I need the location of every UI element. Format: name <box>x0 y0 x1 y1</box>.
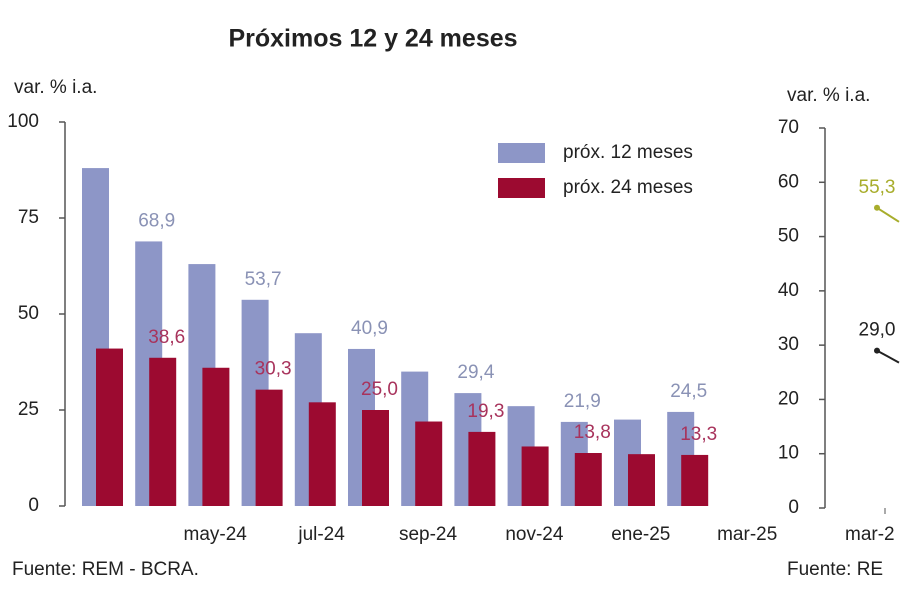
bar <box>574 453 602 506</box>
chart-title: Próximos 12 y 24 meses <box>228 25 517 53</box>
value-label: 40,9 <box>351 318 388 339</box>
x-tick-label: may-24 <box>184 524 248 545</box>
value-label: 55,3 <box>859 177 896 198</box>
y-tick-label: 0 <box>788 497 799 518</box>
value-label: 53,7 <box>245 269 282 290</box>
bar <box>255 389 283 506</box>
x-tick-label: mar-25 <box>717 524 777 545</box>
line-segment <box>876 206 900 223</box>
bar <box>468 431 496 506</box>
legend-swatch <box>498 178 545 198</box>
value-label: 13,3 <box>680 424 717 445</box>
value-label: 29,4 <box>457 362 494 383</box>
y-tick-label: 0 <box>28 495 39 516</box>
y-tick-label: 70 <box>778 117 799 138</box>
bar <box>149 357 177 506</box>
y-tick-label: 25 <box>18 399 39 420</box>
value-label: 19,3 <box>467 401 504 422</box>
bar <box>96 348 123 506</box>
value-label: 21,9 <box>564 391 601 412</box>
bar <box>308 402 336 506</box>
x-tick-label: mar-2 <box>845 524 895 545</box>
x-tick-label: nov-24 <box>505 524 564 545</box>
legend-label: próx. 24 meses <box>563 177 693 198</box>
x-tick-label: ene-25 <box>611 524 670 545</box>
y-tick-label: 100 <box>7 111 39 132</box>
value-label: 13,8 <box>574 422 611 443</box>
y-tick-label: 60 <box>778 171 799 192</box>
line-segment <box>876 349 900 364</box>
source: Fuente: RE <box>787 559 883 580</box>
bar <box>521 446 549 506</box>
y-tick-label: 50 <box>778 226 799 247</box>
y-tick-label: 50 <box>18 303 39 324</box>
y-tick-label: 40 <box>778 280 799 301</box>
value-label: 38,6 <box>148 327 185 348</box>
bar <box>362 410 389 506</box>
value-label: 30,3 <box>255 359 292 380</box>
source: Fuente: REM - BCRA. <box>12 559 199 580</box>
value-label: 29,0 <box>859 320 896 341</box>
x-tick-label: sep-24 <box>399 524 458 545</box>
legend-swatch <box>498 143 545 163</box>
y-tick-label: 10 <box>778 443 799 464</box>
bar <box>628 454 655 506</box>
bar <box>202 367 230 506</box>
y-tick-label: 75 <box>18 207 39 228</box>
bar <box>415 421 443 506</box>
value-label: 25,0 <box>361 379 398 400</box>
y-tick-label: 30 <box>778 334 799 355</box>
value-label: 68,9 <box>138 210 175 231</box>
y-axis-label: var. % i.a. <box>787 85 870 106</box>
x-tick-label: jul-24 <box>297 524 345 545</box>
y-tick-label: 20 <box>778 388 799 409</box>
bar <box>681 454 709 506</box>
legend-label: próx. 12 meses <box>563 142 693 163</box>
value-label: 24,5 <box>670 381 707 402</box>
y-axis-label: var. % i.a. <box>14 77 97 98</box>
